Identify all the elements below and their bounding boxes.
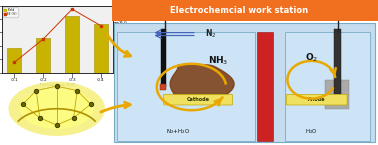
Bar xyxy=(160,84,166,90)
Text: H$_2$O: H$_2$O xyxy=(305,127,318,136)
Bar xyxy=(161,29,166,87)
Bar xyxy=(94,25,108,72)
Bar xyxy=(257,32,273,141)
Ellipse shape xyxy=(20,88,94,129)
Bar xyxy=(7,48,22,72)
FancyBboxPatch shape xyxy=(164,94,232,105)
Polygon shape xyxy=(170,65,234,104)
FancyBboxPatch shape xyxy=(286,94,347,105)
Text: Electrochemcial work station: Electrochemcial work station xyxy=(170,6,308,15)
Ellipse shape xyxy=(9,81,105,136)
X-axis label: Potential vs. RHE: Potential vs. RHE xyxy=(40,83,75,87)
Bar xyxy=(334,29,341,94)
Bar xyxy=(36,38,50,72)
Text: Cathode: Cathode xyxy=(187,97,210,102)
Y-axis label: FE (%): FE (%) xyxy=(129,33,133,46)
Bar xyxy=(325,80,349,109)
Bar xyxy=(65,17,79,72)
Bar xyxy=(112,0,378,21)
Bar xyxy=(285,32,370,141)
Bar xyxy=(117,32,256,141)
Text: N$_2$: N$_2$ xyxy=(205,28,216,40)
Text: Anode: Anode xyxy=(308,97,325,102)
Bar xyxy=(114,23,375,142)
Legend: Yield, FE (%): Yield, FE (%) xyxy=(3,7,17,17)
Text: N$_2$+H$_2$O: N$_2$+H$_2$O xyxy=(166,127,190,136)
Text: NH$_3$: NH$_3$ xyxy=(208,55,228,67)
Text: O$_2$: O$_2$ xyxy=(305,52,318,64)
